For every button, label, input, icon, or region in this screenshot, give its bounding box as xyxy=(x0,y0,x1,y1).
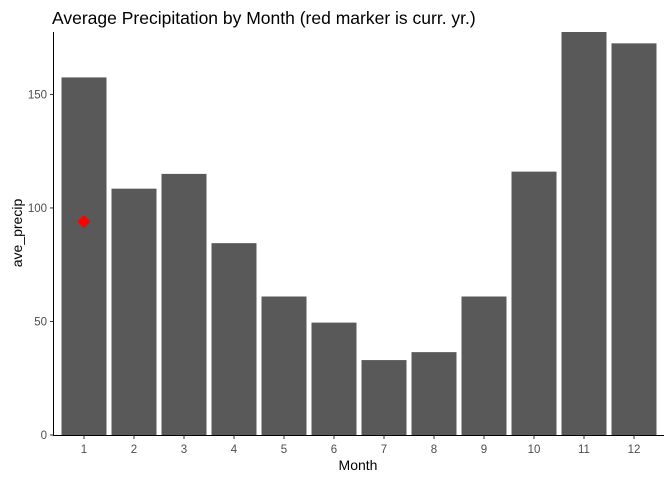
x-tick-label: 7 xyxy=(381,444,387,456)
bar-month-1 xyxy=(61,77,107,435)
bar-month-9 xyxy=(461,296,507,435)
bar-month-4 xyxy=(211,243,257,435)
axes-group xyxy=(53,32,664,436)
y-tick-label: 100 xyxy=(28,203,47,215)
x-tick-label: 9 xyxy=(481,444,487,456)
x-tick-label: 10 xyxy=(528,444,541,456)
x-tick-label: 3 xyxy=(181,444,187,456)
x-tick-label: 8 xyxy=(431,444,437,456)
x-tick-label: 6 xyxy=(331,444,337,456)
x-tick-label: 12 xyxy=(628,444,641,456)
bar-month-7 xyxy=(361,360,407,435)
bars-group xyxy=(61,32,657,435)
bar-month-11 xyxy=(561,32,607,435)
x-tick-label: 4 xyxy=(231,444,238,456)
x-axis-label: Month xyxy=(339,457,378,473)
bar-month-8 xyxy=(411,352,457,435)
bar-month-12 xyxy=(611,43,657,435)
x-tick-label: 11 xyxy=(578,444,590,456)
x-tick-label: 2 xyxy=(131,444,137,456)
markers-group xyxy=(77,215,91,229)
chart-title: Average Precipitation by Month (red mark… xyxy=(52,8,476,28)
bar-month-10 xyxy=(511,171,557,435)
x-ticks-group: 1 2 3 4 5 6 7 8 9 10 11 12 xyxy=(81,435,641,456)
bar-month-3 xyxy=(161,173,207,435)
current-year-marker xyxy=(77,215,91,229)
y-tick-label: 50 xyxy=(34,316,47,328)
bar-month-2 xyxy=(111,188,157,435)
bar-month-5 xyxy=(261,296,307,435)
y-ticks-group: 0 50 100 150 xyxy=(28,89,54,442)
y-tick-label: 150 xyxy=(28,89,47,101)
y-axis-label: ave_precip xyxy=(9,199,25,268)
y-tick-label: 0 xyxy=(41,430,47,442)
x-tick-label: 5 xyxy=(281,444,287,456)
x-tick-label: 1 xyxy=(81,444,87,456)
bar-month-6 xyxy=(311,322,357,435)
